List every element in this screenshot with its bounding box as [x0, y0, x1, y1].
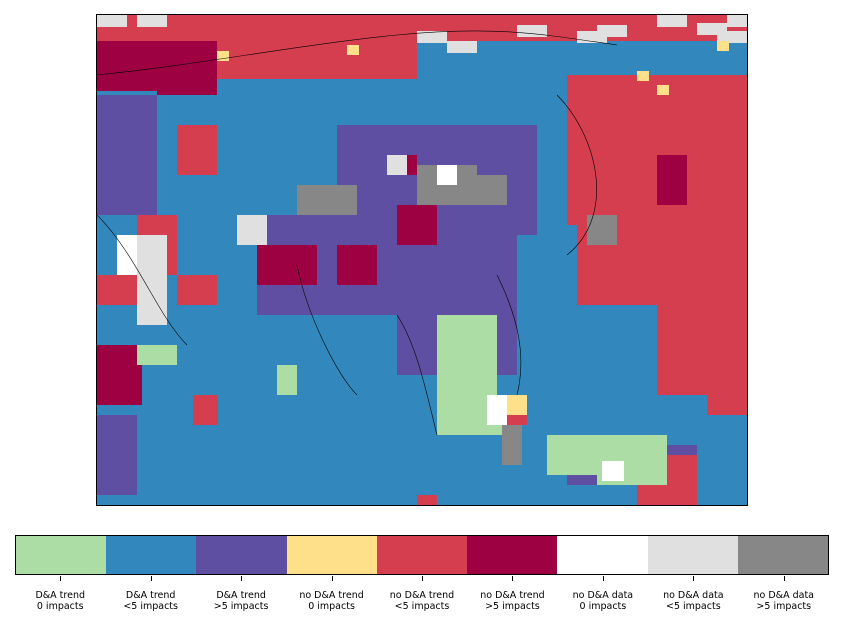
grid-cell [177, 275, 217, 305]
grid-cell [97, 15, 127, 27]
colorbar-segment [647, 536, 738, 574]
grid-cell [137, 15, 167, 27]
grid-cell [657, 155, 687, 205]
colorbar-tick [331, 576, 333, 581]
impact-grid-map [97, 15, 747, 505]
grid-cell [337, 245, 377, 285]
colorbar-label: no D&A data >5 impacts [753, 590, 815, 612]
grid-cell [437, 165, 457, 185]
grid-cell [97, 95, 157, 215]
grid-cell [387, 155, 407, 175]
grid-cell [417, 495, 437, 505]
colorbar-tick [241, 576, 243, 581]
colorbar-label: no D&A trend <5 impacts [389, 590, 455, 612]
colorbar [15, 535, 829, 575]
grid-cell [97, 415, 137, 495]
colorbar-segment [376, 536, 468, 574]
colorbar-tick [783, 576, 785, 581]
grid-cell [707, 395, 747, 415]
grid-cell [97, 275, 137, 305]
grid-cell [257, 245, 317, 285]
grid-cell [417, 31, 447, 43]
grid-cell [137, 345, 177, 365]
colorbar-segment [106, 536, 197, 574]
grid-cell [137, 235, 167, 325]
colorbar-tick [422, 576, 423, 581]
grid-cell [237, 215, 267, 245]
grid-cell [517, 25, 547, 37]
colorbar-tick [60, 576, 62, 581]
colorbar-label: no D&A data 0 impacts [572, 590, 634, 612]
colorbar-labels: D&A trend 0 impacts D&A trend <5 impacts D… [15, 576, 829, 620]
grid-cell [397, 205, 437, 245]
grid-cell [637, 71, 649, 81]
grid-cell [177, 125, 217, 175]
colorbar-tick [693, 576, 695, 581]
colorbar-segment [737, 536, 828, 574]
colorbar-label: D&A trend 0 impacts [35, 590, 85, 612]
grid-cell [717, 41, 729, 51]
colorbar-tick [602, 576, 604, 581]
grid-cell [487, 395, 507, 425]
colorbar-segment [557, 536, 648, 574]
grid-cell [217, 51, 229, 61]
grid-cell [277, 365, 297, 395]
colorbar-label: D&A trend <5 impacts [123, 590, 178, 612]
grid-cell [507, 415, 527, 425]
colorbar-label: D&A trend >5 impacts [213, 590, 269, 612]
grid-cell [193, 395, 218, 425]
colorbar-segment [16, 536, 107, 574]
grid-cell [727, 15, 747, 27]
map-panel [96, 14, 748, 506]
coastline [97, 30, 618, 436]
grid-cell [217, 41, 417, 79]
grid-cell [502, 425, 522, 465]
colorbar-label: no D&A trend >5 impacts [480, 590, 545, 612]
grid-cell [587, 215, 617, 245]
grid-cell [717, 31, 747, 43]
grid-cell [657, 305, 747, 395]
colorbar-label: no D&A trend 0 impacts [299, 590, 364, 612]
grid-cell [477, 175, 507, 205]
colorbar-label: no D&A data <5 impacts [663, 590, 724, 612]
colorbar-tick [512, 576, 514, 581]
grid-cell [657, 15, 687, 27]
grid-cell [602, 461, 624, 481]
colorbar-tick [150, 576, 152, 581]
grid-cell [117, 235, 137, 275]
grid-cell [447, 41, 477, 53]
colorbar-segment [286, 536, 377, 574]
colorbar-segment [196, 536, 287, 574]
grid-cell [97, 345, 142, 405]
colorbar-segment [467, 536, 558, 574]
grid-cell [297, 185, 357, 215]
grid-cell [507, 395, 527, 415]
grid-cell [347, 45, 359, 55]
grid-cell [157, 55, 217, 95]
grid-cell [657, 85, 669, 95]
